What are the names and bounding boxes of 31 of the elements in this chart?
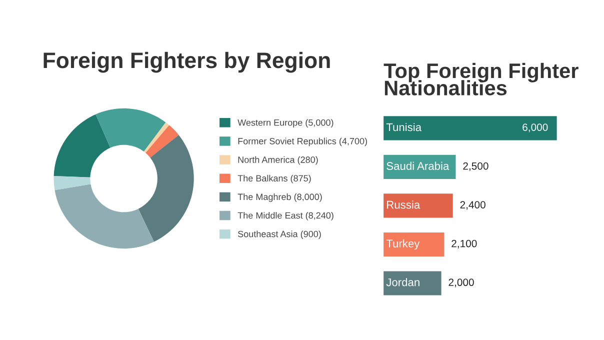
donut-slice	[54, 184, 154, 249]
y-tick-label: Russia	[387, 200, 420, 209]
chart-title: Top Foreign Fighter Nationalities	[384, 62, 578, 96]
y-tick-label: Tunisia	[386, 123, 422, 132]
data-label: 2,000	[448, 278, 474, 288]
legend-label: Western Europe (5,000)	[238, 119, 334, 128]
legend-label: North America (280)	[238, 156, 318, 165]
donut-slice	[138, 134, 194, 242]
data-label: 2,400	[460, 201, 486, 210]
y-tick-label: Turkey	[386, 239, 420, 250]
bar	[384, 154, 456, 179]
donut-slice	[54, 176, 91, 190]
bar	[384, 194, 453, 218]
y-tick-label: Saudi Arabia	[386, 162, 450, 170]
legend-label: The Middle East (8,240)	[238, 212, 334, 220]
data-label: 6,000	[522, 124, 548, 132]
bar	[384, 116, 557, 140]
legend-label: Southeast Asia (900)	[238, 230, 321, 239]
legend-label: Former Soviet Republics (4,700)	[238, 138, 367, 146]
donut-slice	[146, 125, 179, 158]
chart-title: Foreign Fighters by Region	[44, 52, 330, 73]
donut-slice	[144, 122, 170, 153]
legend-label: The Balkans (875)	[238, 174, 311, 184]
data-label: 2,500	[463, 162, 488, 171]
donut-slice	[96, 108, 166, 152]
y-tick-label: Jordan	[386, 278, 420, 286]
bar	[384, 232, 444, 256]
data-label: 2,100	[452, 240, 477, 248]
bar	[384, 271, 442, 296]
legend-label: The Maghreb (8,000)	[238, 193, 322, 202]
donut-slice	[54, 114, 110, 178]
